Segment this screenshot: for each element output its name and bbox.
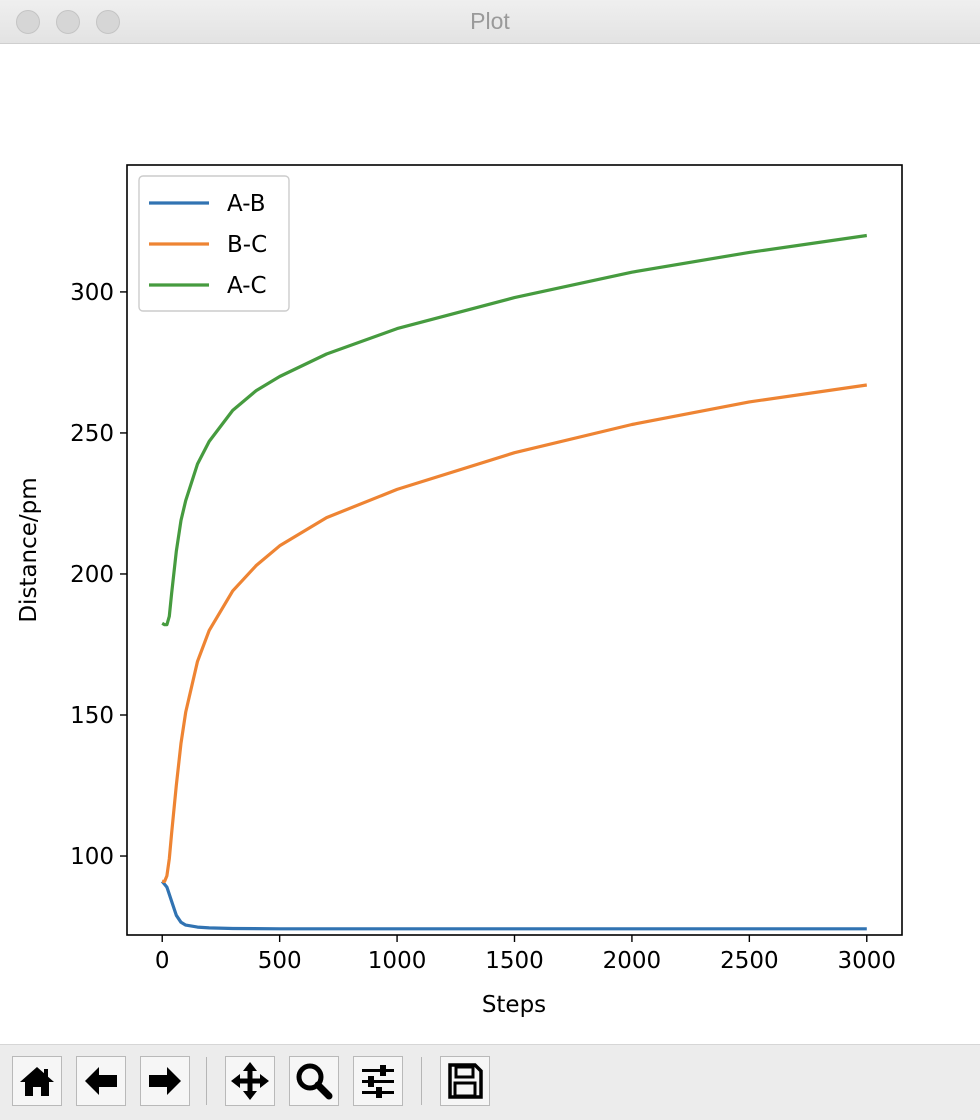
line-chart: 0 500 1000 1500 2000 2500 3000 100 150 200 250 300…: [16, 164, 903, 1018]
move-icon: [231, 1062, 269, 1100]
y-axis-label: Distance/pm: [16, 477, 42, 622]
x-tick-label: 500: [258, 948, 302, 974]
x-tick-label: 1000: [368, 948, 427, 974]
x-tick-label: 2000: [603, 948, 662, 974]
x-tick-label: 3000: [837, 948, 896, 974]
x-tick-label: 0: [155, 948, 170, 974]
y-tick-label: 100: [70, 844, 114, 870]
y-tick-label: 250: [70, 421, 114, 447]
home-icon: [20, 1067, 54, 1096]
arrow-right-icon: [149, 1067, 181, 1095]
minimize-window-button[interactable]: [56, 10, 80, 34]
floppy-icon: [448, 1063, 483, 1099]
zoom-button[interactable]: [289, 1056, 339, 1106]
toolbar-separator: [421, 1057, 422, 1105]
series-line-a-b: [160, 880, 867, 931]
window-titlebar: Plot: [0, 0, 980, 44]
legend-label-a-c: A-C: [227, 273, 267, 299]
x-axis-label: Steps: [482, 992, 546, 1018]
x-tick-label: 2500: [720, 948, 779, 974]
y-tick-label: 150: [70, 703, 114, 729]
y-axis-ticks: 100 150 200 250 300: [70, 280, 127, 870]
save-button[interactable]: [440, 1056, 490, 1106]
series-line-b-c: [162, 383, 868, 883]
window-title: Plot: [470, 8, 510, 34]
forward-button[interactable]: [140, 1056, 190, 1106]
magnifier-icon: [296, 1063, 333, 1100]
navigation-toolbar: [0, 1044, 980, 1120]
x-tick-label: 1500: [485, 948, 544, 974]
home-button[interactable]: [12, 1056, 62, 1106]
arrow-left-icon: [85, 1067, 117, 1095]
toolbar-separator: [206, 1057, 207, 1105]
legend-box: [138, 175, 290, 312]
figure-canvas[interactable]: 0 500 1000 1500 2000 2500 3000 100 150 200 250 300…: [0, 44, 980, 1044]
zoom-window-button[interactable]: [96, 10, 120, 34]
legend: A-B B-C A-C: [138, 175, 290, 312]
sliders-icon: [362, 1065, 394, 1098]
back-button[interactable]: [76, 1056, 126, 1106]
x-axis-ticks: 0 500 1000 1500 2000 2500 3000: [155, 935, 896, 974]
legend-label-a-b: A-B: [227, 191, 266, 217]
y-tick-label: 200: [70, 562, 114, 588]
legend-label-b-c: B-C: [227, 232, 267, 258]
series-line-a-c: [161, 233, 868, 627]
close-window-button[interactable]: [16, 10, 40, 34]
y-tick-label: 300: [70, 280, 114, 306]
configure-subplots-button[interactable]: [353, 1056, 403, 1106]
plot-lines: [160, 233, 868, 931]
pan-button[interactable]: [225, 1056, 275, 1106]
